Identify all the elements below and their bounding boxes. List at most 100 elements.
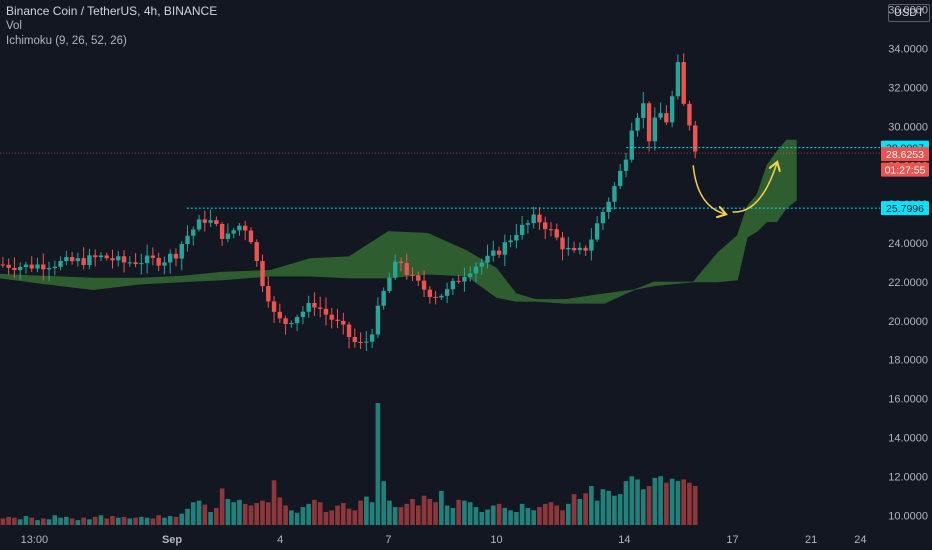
volume-bar xyxy=(548,502,554,525)
volume-bar xyxy=(185,508,190,525)
countdown-label-box xyxy=(881,162,929,177)
x-axis-tick-label: 13:00 xyxy=(21,534,49,546)
volume-bar xyxy=(202,504,208,525)
volume-bar xyxy=(340,503,346,525)
candle-body xyxy=(675,62,681,97)
candle-body xyxy=(156,257,161,266)
candle-body xyxy=(618,170,623,187)
y-axis-tick-label: 10.0000 xyxy=(888,510,928,522)
volume-bar xyxy=(560,510,565,525)
candle-body xyxy=(652,117,658,142)
volume-bar xyxy=(214,507,219,525)
x-axis-tick-label: 7 xyxy=(385,534,391,546)
candle-body xyxy=(196,219,202,230)
candle-body xyxy=(168,253,173,263)
candle-body xyxy=(548,229,554,231)
candle-body xyxy=(254,242,259,262)
volume-bar xyxy=(571,494,577,525)
volume-bar xyxy=(669,478,675,525)
volume-bar xyxy=(496,503,502,525)
volume-bar xyxy=(462,500,467,525)
volume-bar xyxy=(29,517,35,525)
y-axis-tick-label: 36.0000 xyxy=(888,5,928,17)
volume-bar xyxy=(537,507,542,525)
x-axis-tick-label: 10 xyxy=(490,534,502,546)
candle-body xyxy=(514,234,519,241)
ichimoku-cloud-segment xyxy=(309,256,350,279)
volume-bar xyxy=(415,505,421,525)
ichimoku-indicator-label[interactable]: Ichimoku (9, 26, 52, 26) xyxy=(6,35,127,47)
y-axis-tick-label: 30.0000 xyxy=(888,121,928,133)
annotation-arrow xyxy=(692,165,724,214)
volume-bar xyxy=(589,486,594,525)
volume-bar xyxy=(369,502,375,525)
candle-body xyxy=(225,233,231,239)
volume-bar xyxy=(554,505,560,525)
volume-bar xyxy=(208,512,213,525)
candle-body xyxy=(52,266,58,269)
volume-bar xyxy=(64,516,69,525)
candle-body xyxy=(312,302,317,308)
candle-body xyxy=(687,103,692,126)
volume-bar xyxy=(658,476,663,525)
volume-bar xyxy=(485,509,490,525)
candle-body xyxy=(335,319,340,321)
candle-body xyxy=(693,125,698,152)
volume-bar xyxy=(317,502,323,525)
volume-bar xyxy=(23,516,29,525)
volume-bar xyxy=(479,512,485,525)
volume-bar xyxy=(364,496,369,525)
y-axis-tick-label: 24.0000 xyxy=(888,238,928,250)
candle-body xyxy=(18,266,23,271)
candle-body xyxy=(387,277,392,291)
currency-button[interactable]: USDT xyxy=(888,4,930,22)
candle-body xyxy=(121,256,127,263)
candle-body xyxy=(410,274,415,276)
volume-bar xyxy=(46,519,52,525)
candle-body xyxy=(93,255,98,258)
candle-body xyxy=(427,289,433,297)
volume-bar xyxy=(283,505,288,525)
volume-bar xyxy=(687,482,692,525)
candle-body xyxy=(173,253,179,259)
candle-body xyxy=(525,223,531,225)
candle-body xyxy=(87,255,92,266)
volume-bar xyxy=(0,518,6,525)
volume-bar xyxy=(508,510,513,525)
candle-body xyxy=(508,240,513,243)
candle-body xyxy=(277,311,283,319)
volume-bar xyxy=(635,479,640,525)
candle-body xyxy=(144,255,150,264)
volume-bar xyxy=(289,510,294,525)
volume-bar xyxy=(410,499,415,525)
volume-bar xyxy=(502,507,508,525)
candle-body xyxy=(110,258,115,261)
candle-body xyxy=(554,229,559,238)
volume-bar xyxy=(150,518,156,525)
volume-bar xyxy=(617,494,623,525)
volume-bar xyxy=(69,518,75,525)
candle-body xyxy=(496,250,502,255)
candle-body xyxy=(421,280,427,290)
candle-body xyxy=(485,255,490,263)
candle-body xyxy=(560,237,565,250)
volume-indicator-label[interactable]: Vol xyxy=(6,20,22,32)
x-axis-tick-label: 21 xyxy=(805,534,817,546)
volume-bar xyxy=(173,516,179,525)
volume-bar xyxy=(12,517,17,525)
candle-body xyxy=(612,186,617,202)
candle-body xyxy=(571,247,577,251)
candle-body xyxy=(46,268,52,270)
candle-body xyxy=(81,258,86,266)
volume-bar xyxy=(404,503,410,525)
candle-body xyxy=(231,230,236,234)
volume-bar xyxy=(104,518,110,525)
candle-body xyxy=(577,247,583,251)
volume-bar xyxy=(75,520,81,525)
candle-body xyxy=(566,247,571,250)
volume-bar xyxy=(248,505,254,525)
candle-body xyxy=(479,262,484,267)
candle-body xyxy=(64,257,69,261)
candle-body xyxy=(589,239,594,251)
